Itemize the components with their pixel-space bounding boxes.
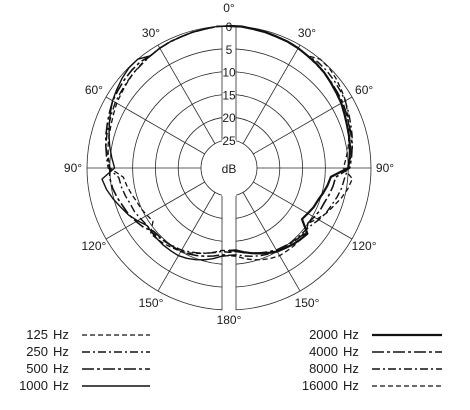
db-tick-label: 0 bbox=[226, 20, 233, 34]
legend-label: 2000 bbox=[309, 327, 338, 342]
db-tick-label: 25 bbox=[222, 134, 236, 148]
legend-unit: Hz bbox=[343, 344, 359, 359]
curve-250hz bbox=[105, 25, 230, 254]
db-tick-label: 10 bbox=[222, 66, 236, 80]
angle-label-180: 180° bbox=[217, 313, 242, 327]
legend-label: 8000 bbox=[309, 361, 338, 376]
legend-unit: Hz bbox=[53, 344, 69, 359]
angle-label--120: 120° bbox=[81, 239, 106, 253]
angle-label-150: 150° bbox=[295, 296, 320, 310]
curves bbox=[101, 24, 354, 261]
legend-unit: Hz bbox=[343, 378, 359, 393]
grid-spoke-210 bbox=[157, 192, 216, 292]
curve-1000hz bbox=[101, 25, 230, 261]
angle-label-0: 0° bbox=[223, 1, 235, 15]
polar-grid bbox=[86, 22, 372, 314]
angle-label-60: 60° bbox=[355, 83, 373, 97]
legend-label: 4000 bbox=[309, 344, 338, 359]
legend-label: 250 bbox=[26, 344, 48, 359]
db-tick-label: 5 bbox=[226, 43, 233, 57]
angle-label-120: 120° bbox=[352, 239, 377, 253]
curve-2000hz bbox=[228, 24, 352, 255]
legend-unit: Hz bbox=[53, 361, 69, 376]
legend-label: 1000 bbox=[19, 378, 48, 393]
angle-label--60: 60° bbox=[85, 83, 103, 97]
grid-spoke-60 bbox=[253, 96, 353, 155]
angle-label--90: 90° bbox=[64, 161, 82, 175]
db-tick-label: 20 bbox=[222, 111, 236, 125]
legend-unit: Hz bbox=[343, 327, 359, 342]
grid-spoke-330 bbox=[157, 44, 216, 144]
center-unit-label: dB bbox=[222, 162, 237, 176]
chart-labels: 0 5 10 15 20 25 dB 0° 30° 60° 90° 120° 150° 180° 30° 60… bbox=[64, 1, 394, 327]
grid-spoke-120 bbox=[253, 181, 353, 240]
legend-unit: Hz bbox=[343, 361, 359, 376]
grid-spoke-240 bbox=[105, 181, 205, 240]
grid-spoke-30 bbox=[242, 44, 301, 144]
legend-label: 500 bbox=[26, 361, 48, 376]
curve-8000hz bbox=[228, 25, 353, 257]
curve-16000hz bbox=[228, 25, 354, 261]
legend: 125 Hz 250 Hz 500 Hz 1000 Hz 2000 Hz 4000 Hz 8000 Hz 1… bbox=[19, 327, 442, 393]
curve-125hz bbox=[107, 25, 230, 255]
db-tick-label: 15 bbox=[222, 88, 236, 102]
legend-label: 16000 bbox=[302, 378, 338, 393]
angle-label--30: 30° bbox=[142, 26, 160, 40]
axis-band bbox=[222, 22, 236, 314]
legend-label: 125 bbox=[26, 327, 48, 342]
legend-unit: Hz bbox=[53, 327, 69, 342]
legend-unit: Hz bbox=[53, 378, 69, 393]
grid-spoke-150 bbox=[242, 192, 301, 292]
curve-4000hz bbox=[228, 25, 353, 254]
angle-label-30: 30° bbox=[298, 26, 316, 40]
angle-label--150: 150° bbox=[139, 296, 164, 310]
grid-spoke-300 bbox=[105, 96, 205, 155]
angle-label-90: 90° bbox=[376, 161, 394, 175]
